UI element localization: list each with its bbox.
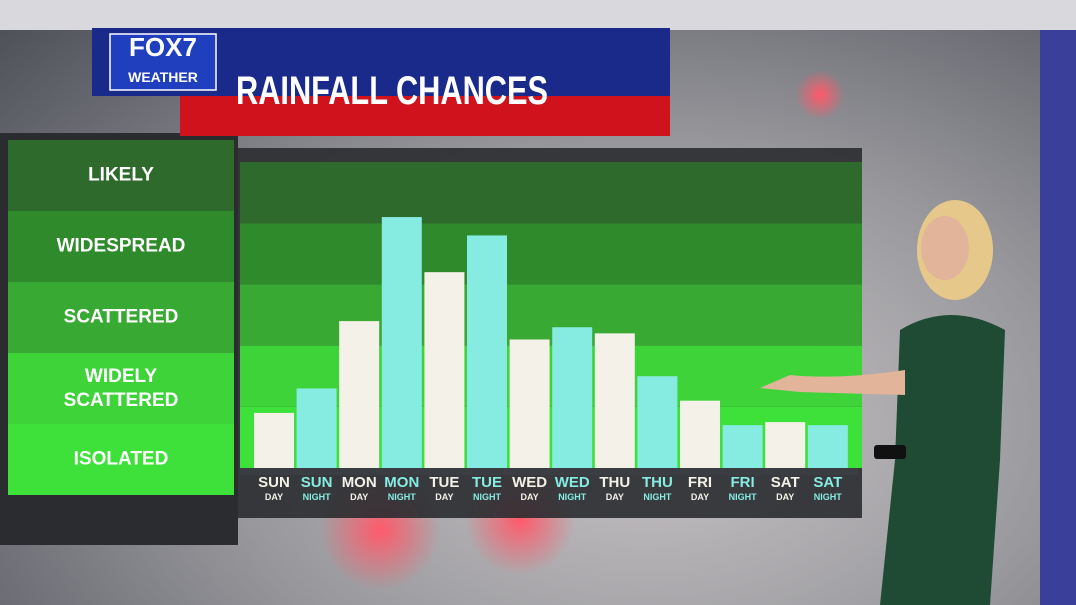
background-light <box>795 70 845 120</box>
y-tick-label: WIDELY SCATTERED <box>63 365 179 411</box>
x-tick-label: SUN <box>258 474 290 491</box>
title-stripe <box>180 96 670 136</box>
label-band <box>8 353 234 424</box>
x-tick-sublabel: DAY <box>776 492 794 502</box>
bar <box>765 422 806 468</box>
x-tick-label: TUE <box>429 474 459 491</box>
logo: FOX7 <box>129 32 197 62</box>
x-tick-label: WED <box>555 474 590 491</box>
label-band <box>8 211 234 282</box>
x-tick-label: SUN <box>301 474 333 491</box>
presenter-arm <box>760 370 905 395</box>
x-tick-sublabel: DAY <box>606 492 624 502</box>
x-tick-label: FRI <box>688 474 712 491</box>
background-top <box>0 0 1076 30</box>
x-tick-sublabel: NIGHT <box>729 492 758 502</box>
y-tick-label: SCATTERED <box>64 307 179 328</box>
bar <box>254 412 294 468</box>
x-tick-sublabel: DAY <box>265 492 283 502</box>
y-tick-label-box: WIDELY SCATTERED <box>63 365 179 411</box>
x-tick-sublabel: NIGHT <box>303 492 332 502</box>
chart-title: RAINFALL CHANCES <box>236 69 548 113</box>
x-tick-sublabel: DAY <box>521 492 539 502</box>
background-wall <box>1040 30 1076 605</box>
x-tick-label: THU <box>599 474 630 491</box>
x-tick-label: SAT <box>813 474 842 491</box>
y-tick-label: ISOLATED <box>74 449 169 470</box>
band <box>240 223 862 285</box>
bar <box>424 272 465 468</box>
x-tick-sublabel: NIGHT <box>643 492 672 502</box>
y-tick-label: WIDESPREAD <box>57 236 186 257</box>
bar <box>509 339 550 468</box>
x-tick-label: SAT <box>771 474 800 491</box>
bar <box>680 400 720 468</box>
bar <box>381 217 422 468</box>
x-tick-label: TUE <box>472 474 502 491</box>
axis-strip <box>240 468 858 475</box>
presenter <box>760 200 1005 605</box>
x-tick-sublabel: NIGHT <box>814 492 843 502</box>
x-tick-sublabel: NIGHT <box>388 492 417 502</box>
bar <box>552 327 593 468</box>
bar <box>637 376 678 468</box>
x-tick-label: MON <box>342 474 377 491</box>
band <box>240 284 862 346</box>
presenter-dress <box>880 315 1005 605</box>
bar <box>807 425 848 468</box>
presenter-face <box>921 216 969 280</box>
x-tick-label: FRI <box>731 474 755 491</box>
x-tick-label: MON <box>384 474 419 491</box>
sub-logo: WEATHER <box>128 69 198 85</box>
band <box>240 162 862 224</box>
y-tick-label: LIKELY <box>88 165 154 186</box>
x-tick-label: THU <box>642 474 673 491</box>
bar <box>722 425 763 468</box>
x-tick-sublabel: DAY <box>691 492 709 502</box>
x-tick-sublabel: NIGHT <box>473 492 502 502</box>
label-band <box>8 282 234 353</box>
x-tick-sublabel: DAY <box>350 492 368 502</box>
label-band <box>8 140 234 211</box>
bar <box>467 235 507 468</box>
label-band <box>8 424 234 495</box>
presenter-clicker <box>874 445 906 459</box>
bar <box>594 333 635 468</box>
logo-box <box>109 33 217 91</box>
bar <box>296 388 337 468</box>
bar <box>339 321 380 468</box>
x-tick-sublabel: DAY <box>435 492 453 502</box>
x-tick-label: WED <box>512 474 547 491</box>
x-tick-sublabel: NIGHT <box>558 492 587 502</box>
